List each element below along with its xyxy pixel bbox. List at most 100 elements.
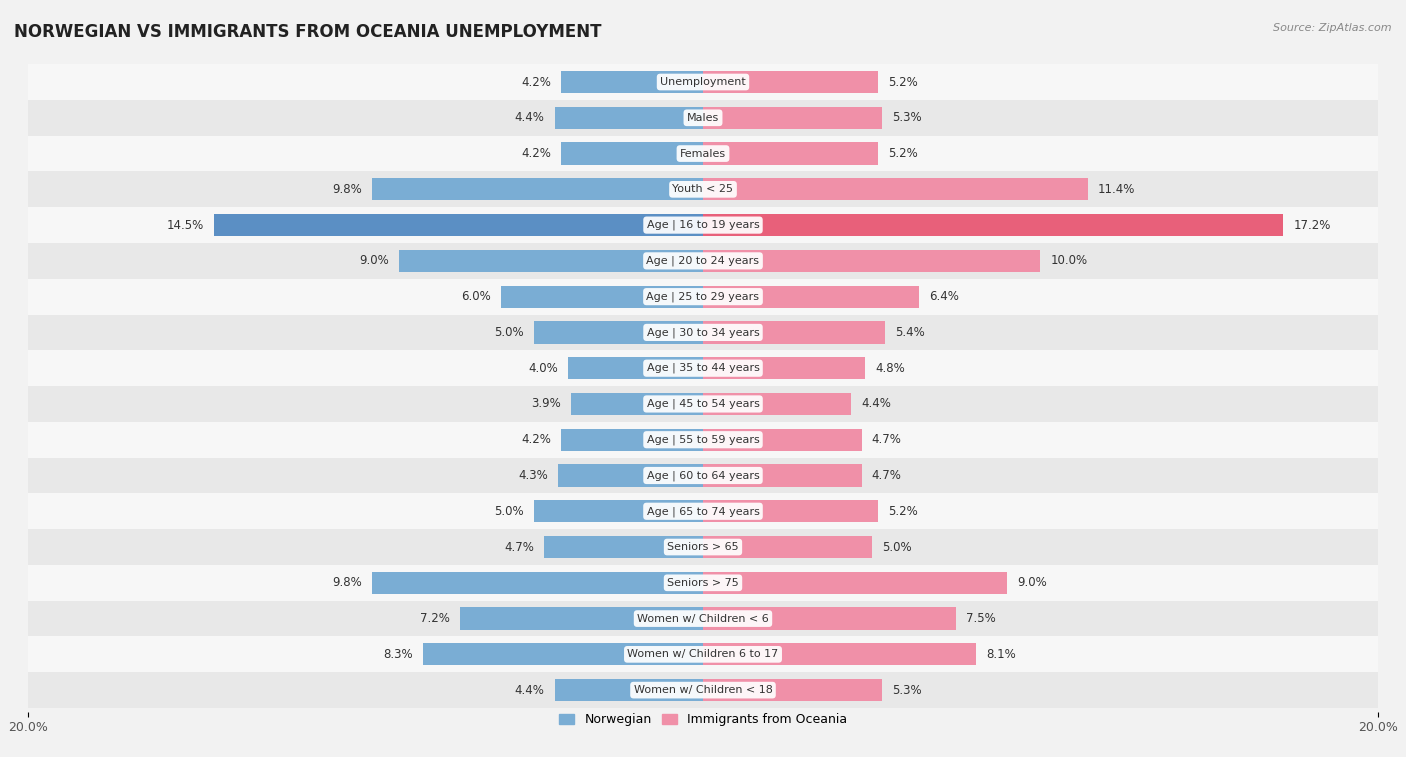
Bar xyxy=(703,285,920,308)
Text: 4.7%: 4.7% xyxy=(872,469,901,482)
Text: 9.0%: 9.0% xyxy=(360,254,389,267)
Text: 10.0%: 10.0% xyxy=(1050,254,1088,267)
Text: 5.3%: 5.3% xyxy=(891,111,921,124)
Bar xyxy=(214,214,703,236)
Bar xyxy=(554,107,703,129)
Text: 6.0%: 6.0% xyxy=(461,290,491,303)
Text: Age | 65 to 74 years: Age | 65 to 74 years xyxy=(647,506,759,516)
Legend: Norwegian, Immigrants from Oceania: Norwegian, Immigrants from Oceania xyxy=(554,709,852,731)
Bar xyxy=(28,243,1378,279)
Text: Source: ZipAtlas.com: Source: ZipAtlas.com xyxy=(1274,23,1392,33)
Text: Males: Males xyxy=(688,113,718,123)
Text: Age | 55 to 59 years: Age | 55 to 59 years xyxy=(647,435,759,445)
Text: 4.8%: 4.8% xyxy=(875,362,905,375)
Bar xyxy=(544,536,703,558)
Text: 4.7%: 4.7% xyxy=(505,540,534,553)
Bar xyxy=(28,171,1378,207)
Bar xyxy=(373,572,703,594)
Text: 8.1%: 8.1% xyxy=(987,648,1017,661)
Bar xyxy=(558,464,703,487)
Text: 5.4%: 5.4% xyxy=(896,326,925,339)
Text: 4.2%: 4.2% xyxy=(522,76,551,89)
Text: Unemployment: Unemployment xyxy=(661,77,745,87)
Bar xyxy=(703,500,879,522)
Bar xyxy=(703,464,862,487)
Text: Females: Females xyxy=(681,148,725,158)
Bar xyxy=(534,321,703,344)
Bar xyxy=(561,142,703,165)
Text: Women w/ Children < 18: Women w/ Children < 18 xyxy=(634,685,772,695)
Bar xyxy=(28,207,1378,243)
Text: Women w/ Children < 6: Women w/ Children < 6 xyxy=(637,614,769,624)
Text: 6.4%: 6.4% xyxy=(929,290,959,303)
Text: 3.9%: 3.9% xyxy=(531,397,561,410)
Bar xyxy=(28,422,1378,458)
Bar xyxy=(703,679,882,701)
Bar xyxy=(423,643,703,665)
Bar xyxy=(703,357,865,379)
Bar xyxy=(28,100,1378,136)
Bar xyxy=(703,572,1007,594)
Text: 11.4%: 11.4% xyxy=(1098,183,1135,196)
Text: Seniors > 75: Seniors > 75 xyxy=(666,578,740,587)
Bar xyxy=(28,672,1378,708)
Text: 4.4%: 4.4% xyxy=(862,397,891,410)
Bar xyxy=(561,71,703,93)
Bar xyxy=(28,279,1378,314)
Text: Youth < 25: Youth < 25 xyxy=(672,185,734,195)
Bar xyxy=(28,386,1378,422)
Bar xyxy=(561,428,703,451)
Text: 4.4%: 4.4% xyxy=(515,111,544,124)
Bar xyxy=(28,494,1378,529)
Text: 4.7%: 4.7% xyxy=(872,433,901,446)
Text: NORWEGIAN VS IMMIGRANTS FROM OCEANIA UNEMPLOYMENT: NORWEGIAN VS IMMIGRANTS FROM OCEANIA UNE… xyxy=(14,23,602,41)
Bar xyxy=(501,285,703,308)
Bar xyxy=(554,679,703,701)
Bar xyxy=(568,357,703,379)
Text: 9.0%: 9.0% xyxy=(1017,576,1046,589)
Text: Age | 45 to 54 years: Age | 45 to 54 years xyxy=(647,399,759,410)
Text: 5.0%: 5.0% xyxy=(882,540,911,553)
Bar xyxy=(703,428,862,451)
Text: Age | 16 to 19 years: Age | 16 to 19 years xyxy=(647,220,759,230)
Text: 14.5%: 14.5% xyxy=(166,219,204,232)
Bar xyxy=(28,529,1378,565)
Bar xyxy=(703,107,882,129)
Text: Women w/ Children 6 to 17: Women w/ Children 6 to 17 xyxy=(627,650,779,659)
Text: 8.3%: 8.3% xyxy=(384,648,413,661)
Bar xyxy=(703,643,976,665)
Text: 9.8%: 9.8% xyxy=(332,576,363,589)
Bar xyxy=(28,64,1378,100)
Bar xyxy=(703,536,872,558)
Text: 7.2%: 7.2% xyxy=(420,612,450,625)
Bar xyxy=(703,250,1040,272)
Bar xyxy=(703,214,1284,236)
Text: Age | 35 to 44 years: Age | 35 to 44 years xyxy=(647,363,759,373)
Bar xyxy=(399,250,703,272)
Text: 4.4%: 4.4% xyxy=(515,684,544,696)
Text: Age | 60 to 64 years: Age | 60 to 64 years xyxy=(647,470,759,481)
Text: 7.5%: 7.5% xyxy=(966,612,995,625)
Bar xyxy=(703,71,879,93)
Bar xyxy=(571,393,703,415)
Bar xyxy=(28,637,1378,672)
Text: 9.8%: 9.8% xyxy=(332,183,363,196)
Text: Age | 20 to 24 years: Age | 20 to 24 years xyxy=(647,256,759,266)
Text: 5.0%: 5.0% xyxy=(495,326,524,339)
Bar xyxy=(28,565,1378,601)
Bar xyxy=(28,350,1378,386)
Text: 17.2%: 17.2% xyxy=(1294,219,1331,232)
Text: Age | 30 to 34 years: Age | 30 to 34 years xyxy=(647,327,759,338)
Text: 5.2%: 5.2% xyxy=(889,505,918,518)
Bar xyxy=(28,314,1378,350)
Bar xyxy=(703,321,886,344)
Text: 4.0%: 4.0% xyxy=(529,362,558,375)
Text: 4.3%: 4.3% xyxy=(517,469,548,482)
Text: Seniors > 65: Seniors > 65 xyxy=(668,542,738,552)
Text: 5.2%: 5.2% xyxy=(889,76,918,89)
Bar xyxy=(703,178,1088,201)
Bar xyxy=(534,500,703,522)
Text: Age | 25 to 29 years: Age | 25 to 29 years xyxy=(647,291,759,302)
Text: 5.0%: 5.0% xyxy=(495,505,524,518)
Bar xyxy=(28,601,1378,637)
